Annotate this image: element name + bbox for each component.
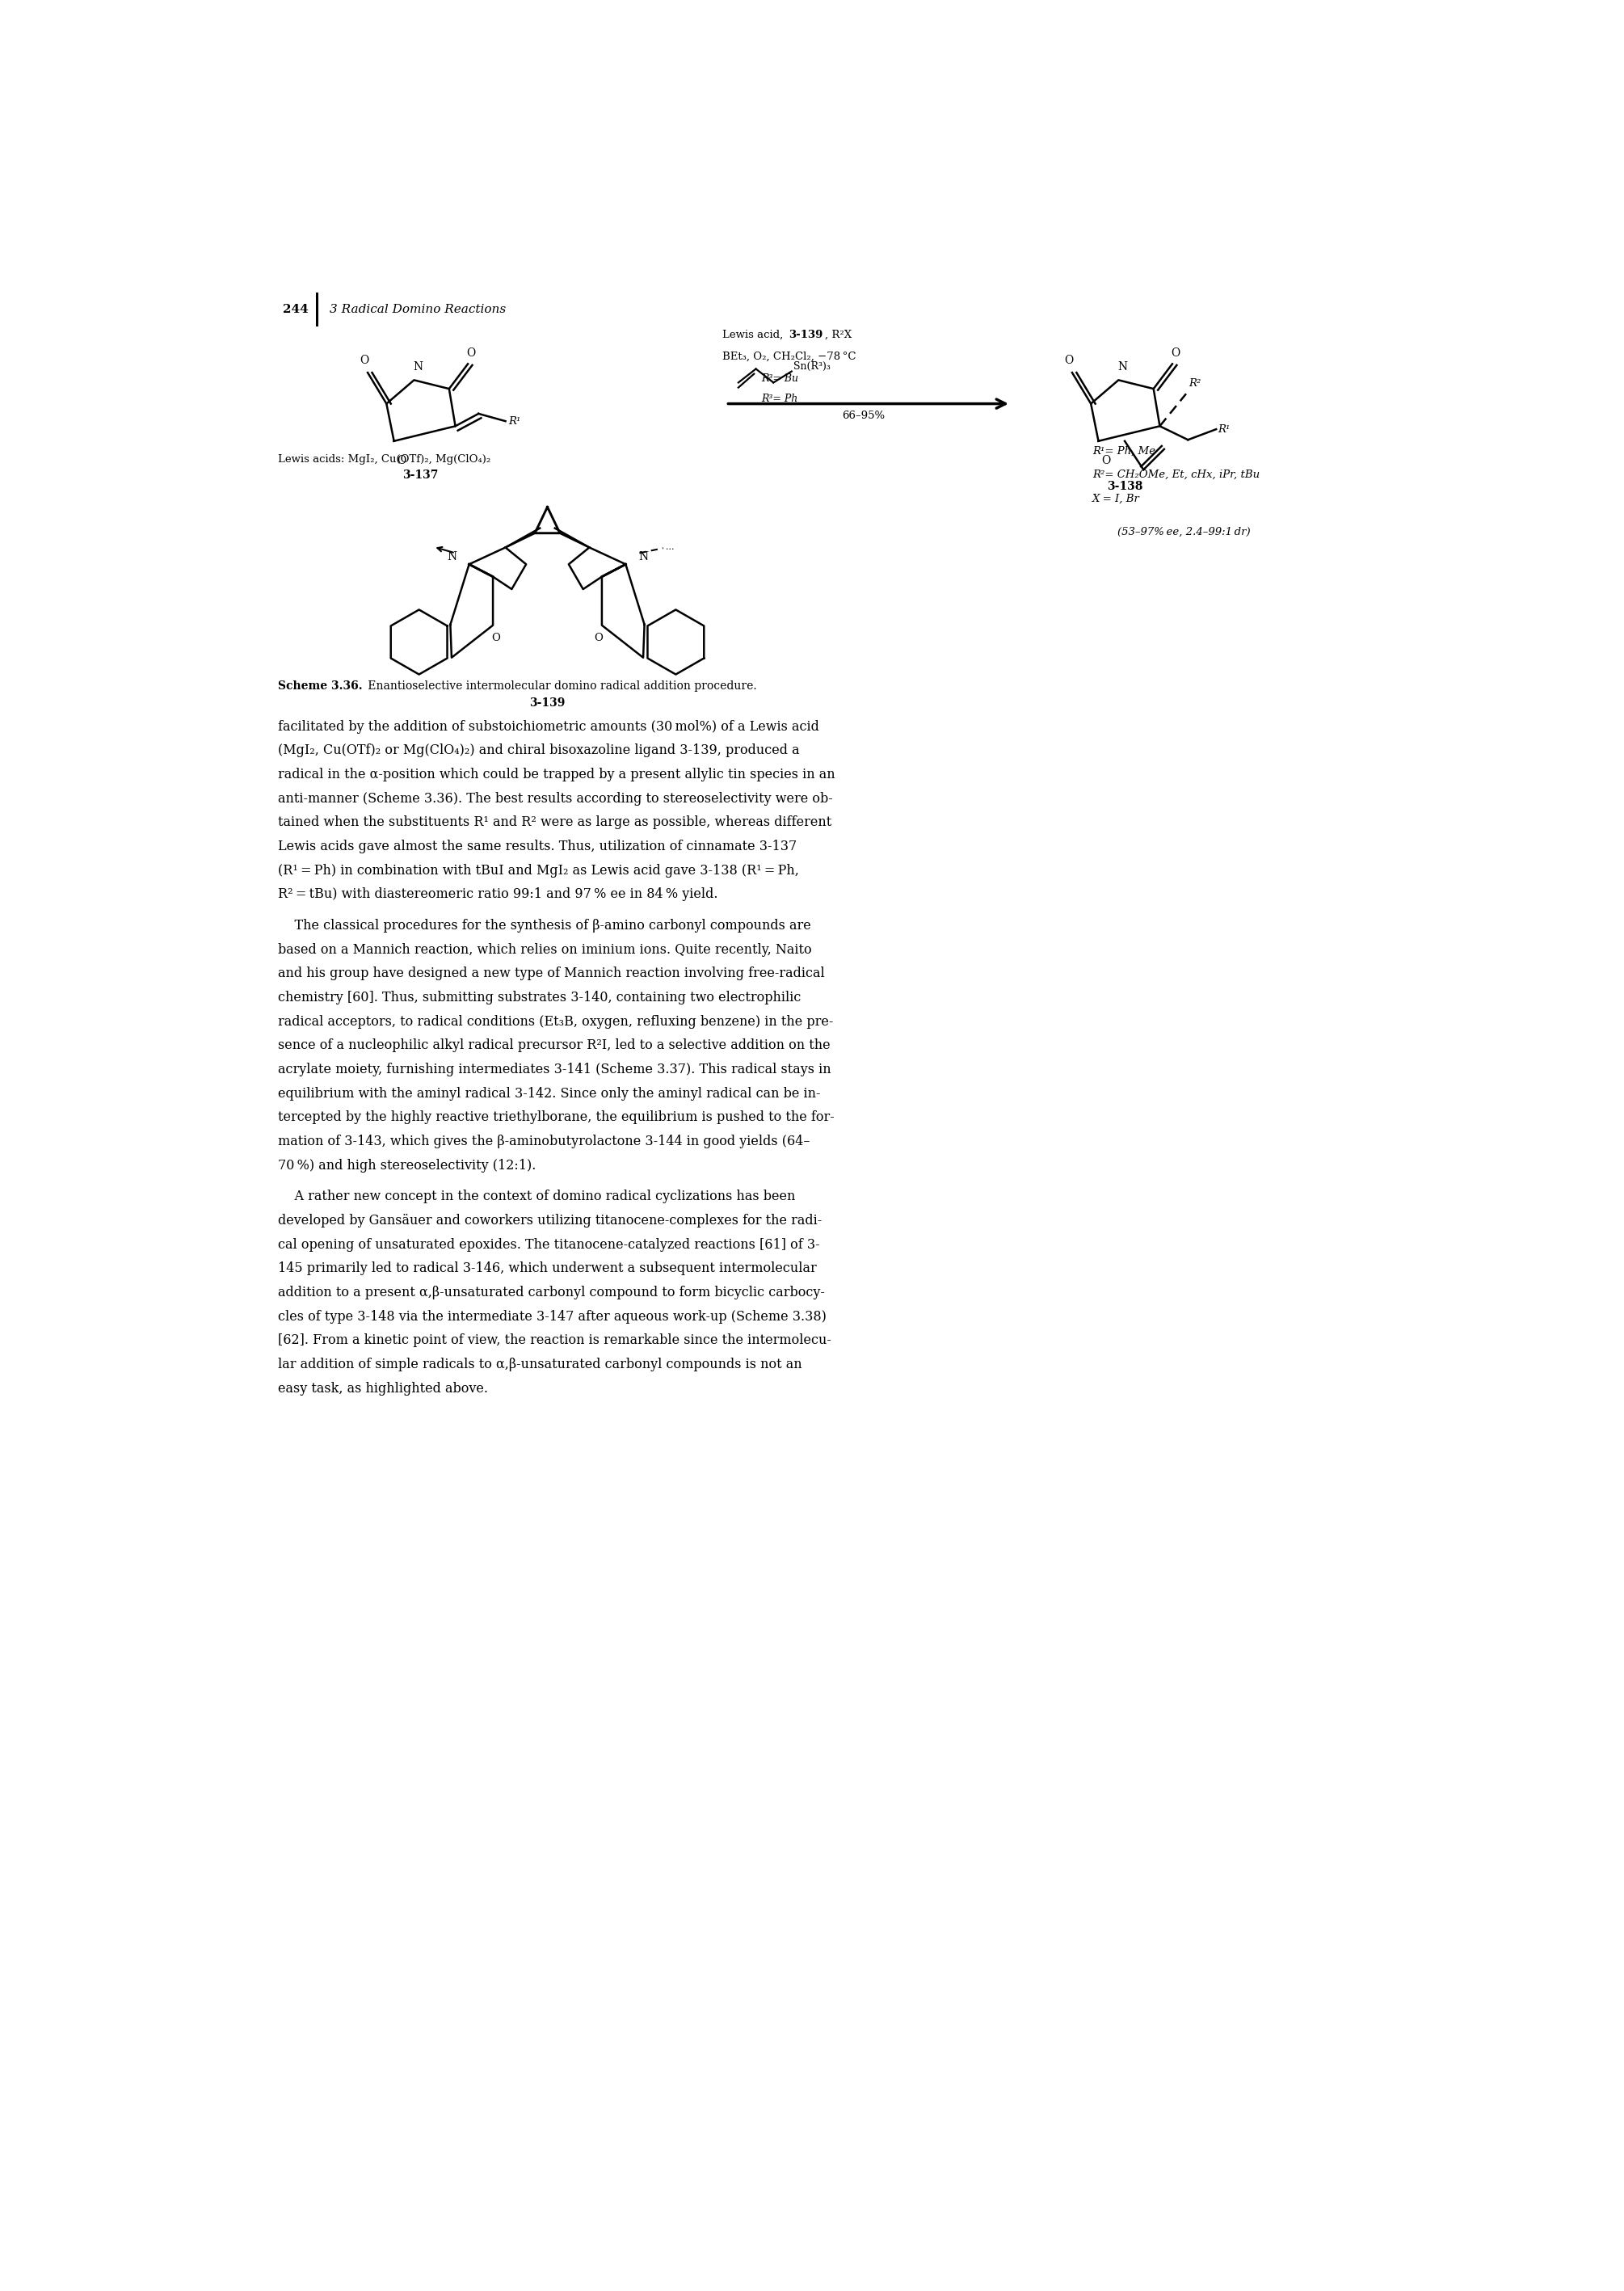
Text: chemistry [60]. Thus, submitting substrates 3-140, containing two electrophilic: chemistry [60]. Thus, submitting substra… [278,990,801,1003]
Text: radical acceptors, to radical conditions (Et₃B, oxygen, refluxing benzene) in th: radical acceptors, to radical conditions… [278,1015,833,1029]
Text: addition to a present α,β-unsaturated carbonyl compound to form bicyclic carbocy: addition to a present α,β-unsaturated ca… [278,1285,825,1299]
Text: O: O [1101,456,1111,467]
Text: and his group have designed a new type of Mannich reaction involving free-radica: and his group have designed a new type o… [278,967,825,981]
Text: O: O [594,632,603,644]
Text: 145 primarily led to radical 3-146, which underwent a subsequent intermolecular: 145 primarily led to radical 3-146, whic… [278,1262,817,1276]
Text: O: O [466,348,476,360]
Text: R¹: R¹ [508,417,521,426]
Text: facilitated by the addition of substoichiometric amounts (30 mol%) of a Lewis ac: facilitated by the addition of substoich… [278,719,820,733]
Text: easy task, as highlighted above.: easy task, as highlighted above. [278,1381,489,1395]
Text: 3-138: 3-138 [1108,481,1143,493]
Text: 244: 244 [283,302,309,314]
Text: Sn(R³)₃: Sn(R³)₃ [794,362,830,371]
Text: 66–95%: 66–95% [843,410,885,422]
Text: R²= CH₂OMe, Et, cHx, iPr, tBu: R²= CH₂OMe, Et, cHx, iPr, tBu [1093,470,1260,481]
Text: Scheme 3.36.: Scheme 3.36. [278,680,362,692]
Text: R²: R² [1189,378,1202,389]
Text: Lewis acids: MgI₂, Cu(OTf)₂, Mg(ClO₄)₂: Lewis acids: MgI₂, Cu(OTf)₂, Mg(ClO₄)₂ [278,454,490,465]
Text: based on a Mannich reaction, which relies on iminium ions. Quite recently, Naito: based on a Mannich reaction, which relie… [278,944,812,958]
Text: 70 %) and high stereoselectivity (12:1).: 70 %) and high stereoselectivity (12:1). [278,1159,536,1173]
Text: R³= Ph: R³= Ph [762,394,797,403]
Text: tercepted by the highly reactive triethylborane, the equilibrium is pushed to th: tercepted by the highly reactive triethy… [278,1111,835,1125]
Text: Lewis acid,: Lewis acid, [723,330,788,341]
Text: O: O [396,456,406,467]
Text: [62]. From a kinetic point of view, the reaction is remarkable since the intermo: [62]. From a kinetic point of view, the … [278,1333,831,1347]
Text: anti-manner (Scheme 3.36). The best results according to stereoselectivity were : anti-manner (Scheme 3.36). The best resu… [278,793,833,806]
Text: N: N [412,362,422,373]
Text: N: N [1117,362,1127,373]
Text: BEt₃, O₂, CH₂Cl₂, −78 °C: BEt₃, O₂, CH₂Cl₂, −78 °C [723,351,856,362]
Text: A rather new concept in the context of domino radical cyclizations has been: A rather new concept in the context of d… [278,1189,796,1203]
Text: O: O [361,355,369,367]
Text: R² = tBu) with diastereomeric ratio 99:1 and 97 % ee in 84 % yield.: R² = tBu) with diastereomeric ratio 99:1… [278,887,718,900]
Text: 3-137: 3-137 [403,470,438,481]
Text: acrylate moiety, furnishing intermediates 3-141 (Scheme 3.37). This radical stay: acrylate moiety, furnishing intermediate… [278,1063,831,1077]
Text: radical in the α-position which could be trapped by a present allylic tin specie: radical in the α-position which could be… [278,767,835,781]
Text: X = I, Br: X = I, Br [1093,493,1140,504]
Text: cles of type 3-148 via the intermediate 3-147 after aqueous work-up (Scheme 3.38: cles of type 3-148 via the intermediate … [278,1310,827,1324]
Text: cal opening of unsaturated epoxides. The titanocene-catalyzed reactions [61] of : cal opening of unsaturated epoxides. The… [278,1237,820,1251]
Text: 3-139: 3-139 [529,696,565,708]
Text: ...: ... [666,543,674,550]
Text: R³= Bu: R³= Bu [762,373,799,385]
Text: 3-139: 3-139 [789,330,823,341]
Text: equilibrium with the aminyl radical 3-142. Since only the aminyl radical can be : equilibrium with the aminyl radical 3-14… [278,1086,820,1100]
Text: N: N [447,552,456,564]
Text: O: O [1064,355,1073,367]
Text: R¹= Ph, Me: R¹= Ph, Me [1093,447,1155,456]
Text: , R²X: , R²X [825,330,851,341]
Text: (R¹ = Ph) in combination with tBuI and MgI₂ as Lewis acid gave 3-138 (R¹ = Ph,: (R¹ = Ph) in combination with tBuI and M… [278,864,799,877]
Text: developed by Gansäuer and coworkers utilizing titanocene-complexes for the radi-: developed by Gansäuer and coworkers util… [278,1214,822,1228]
Text: O: O [492,632,500,644]
Text: lar addition of simple radicals to α,β-unsaturated carbonyl compounds is not an: lar addition of simple radicals to α,β-u… [278,1359,802,1372]
Text: Enantioselective intermolecular domino radical addition procedure.: Enantioselective intermolecular domino r… [364,680,757,692]
Text: (53–97% ee, 2.4–99:1 dr): (53–97% ee, 2.4–99:1 dr) [1117,527,1250,538]
Text: mation of 3-143, which gives the β-aminobutyrolactone 3-144 in good yields (64–: mation of 3-143, which gives the β-amino… [278,1134,810,1148]
Text: O: O [1171,348,1181,360]
Text: N: N [638,552,648,564]
Text: R¹: R¹ [1218,424,1231,435]
Text: The classical procedures for the synthesis of β-amino carbonyl compounds are: The classical procedures for the synthes… [278,919,812,932]
Text: Lewis acids gave almost the same results. Thus, utilization of cinnamate 3-137: Lewis acids gave almost the same results… [278,839,797,852]
Text: 3 Radical Domino Reactions: 3 Radical Domino Reactions [330,302,505,314]
Text: sence of a nucleophilic alkyl radical precursor R²I, led to a selective addition: sence of a nucleophilic alkyl radical pr… [278,1038,830,1052]
Text: (MgI₂, Cu(OTf)₂ or Mg(ClO₄)₂) and chiral bisoxazoline ligand 3-139, produced a: (MgI₂, Cu(OTf)₂ or Mg(ClO₄)₂) and chiral… [278,745,799,758]
Text: tained when the substituents R¹ and R² were as large as possible, whereas differ: tained when the substituents R¹ and R² w… [278,816,831,829]
